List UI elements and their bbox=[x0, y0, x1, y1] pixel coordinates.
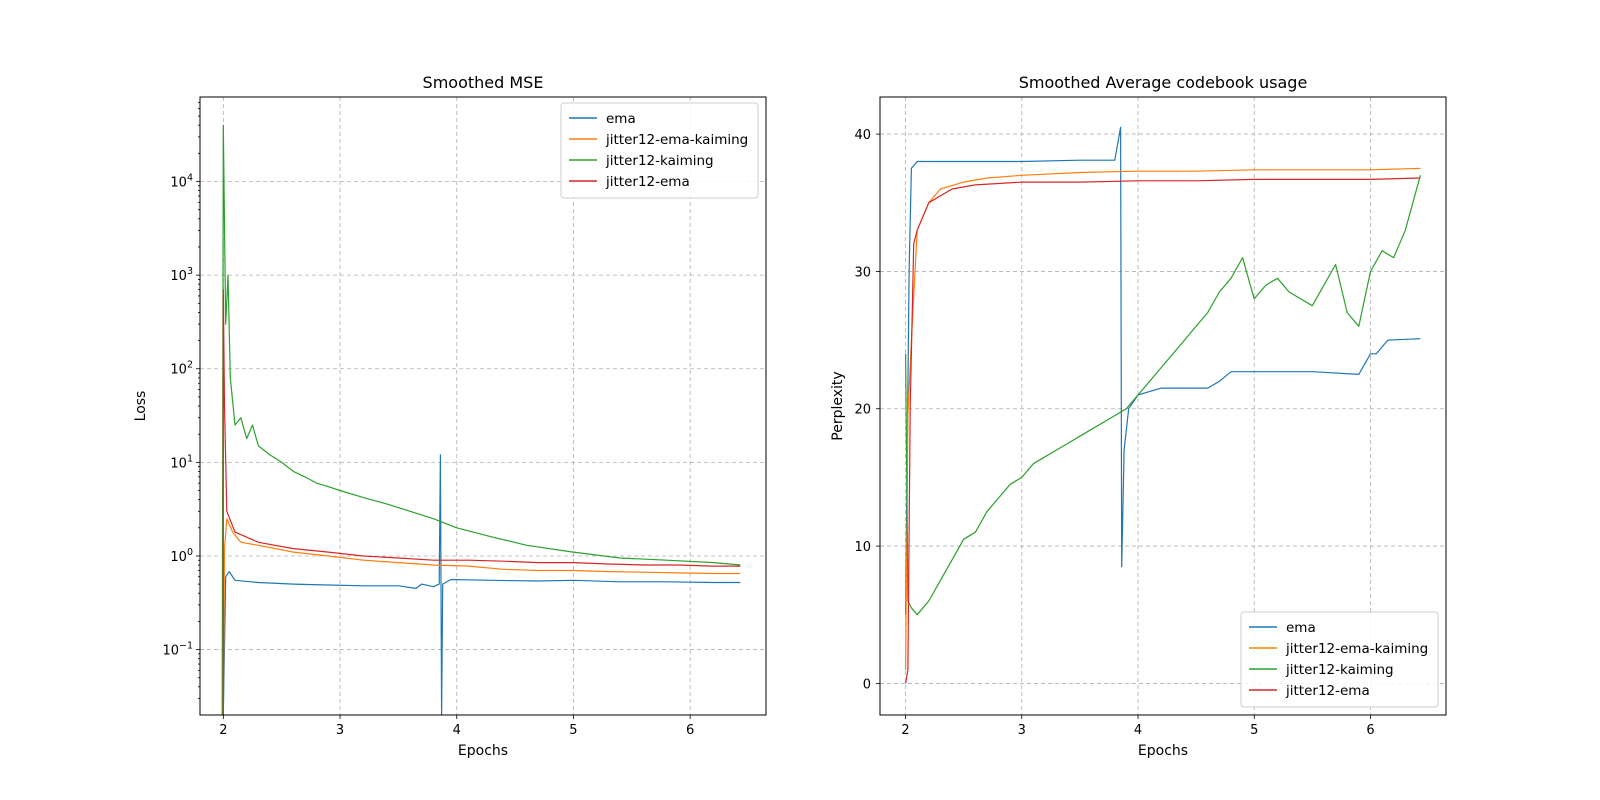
x-tick-label: 3 bbox=[1018, 723, 1026, 738]
y-tick-exponent: 3 bbox=[187, 266, 193, 277]
legend-label: jitter12-ema bbox=[605, 174, 690, 190]
chart-title: Smoothed MSE bbox=[423, 73, 544, 92]
x-axis-label: Epochs bbox=[1138, 743, 1188, 759]
axes-frame bbox=[199, 96, 767, 716]
y-tick-label: 104 bbox=[170, 173, 193, 191]
y-tick-mantissa: 10 bbox=[170, 269, 187, 284]
x-tick-label: 5 bbox=[569, 723, 577, 738]
series-line-ema bbox=[222, 454, 741, 715]
legend-label: jitter12-ema bbox=[1285, 683, 1370, 699]
y-tick-exponent: −1 bbox=[179, 641, 193, 652]
series-group bbox=[905, 126, 1421, 684]
series-line-jitter12-ema bbox=[222, 289, 741, 715]
y-tick-label: 10−1 bbox=[162, 641, 193, 659]
legend-label: ema bbox=[606, 111, 636, 127]
y-tick-label: 20 bbox=[854, 403, 871, 418]
series-line-jitter12-ema-kaiming bbox=[222, 518, 741, 715]
y-tick-label: 100 bbox=[170, 547, 193, 565]
y-tick-label: 30 bbox=[854, 265, 871, 280]
legend-label: jitter12-ema-kaiming bbox=[1285, 641, 1428, 657]
x-tick-label: 4 bbox=[1134, 723, 1142, 738]
x-tick-label: 4 bbox=[453, 723, 461, 738]
x-tick-label: 2 bbox=[901, 723, 909, 738]
legend-label: ema bbox=[1286, 620, 1316, 636]
legend-box bbox=[1240, 611, 1439, 708]
series-group bbox=[221, 124, 741, 715]
y-axis-label: Perplexity bbox=[830, 371, 846, 440]
x-tick-label: 2 bbox=[219, 723, 227, 738]
y-axis-label: Loss bbox=[133, 391, 149, 422]
legend-label: jitter12-kaiming bbox=[605, 153, 714, 169]
y-tick-exponent: 2 bbox=[187, 360, 193, 371]
x-tick-label: 6 bbox=[1366, 723, 1374, 738]
y-tick-mantissa: 10 bbox=[170, 176, 187, 191]
y-tick-label: 101 bbox=[170, 453, 193, 471]
y-tick-exponent: 0 bbox=[187, 547, 193, 558]
legend-box bbox=[560, 102, 759, 199]
y-tick-mantissa: 10 bbox=[170, 550, 187, 565]
axes-frame bbox=[879, 96, 1447, 716]
legend: ema jitter12-ema-kaiming jitter12-kaiming j… bbox=[560, 102, 759, 199]
legend-label: jitter12-ema-kaiming bbox=[605, 132, 748, 148]
y-tick-label: 103 bbox=[170, 266, 193, 284]
series-line-jitter12-kaiming bbox=[221, 124, 741, 715]
y-tick-mantissa: 10 bbox=[162, 644, 179, 659]
x-axis-label: Epochs bbox=[458, 743, 508, 759]
y-tick-label: 40 bbox=[854, 128, 871, 143]
y-tick-mantissa: 10 bbox=[170, 456, 187, 471]
legend-label: jitter12-kaiming bbox=[1285, 662, 1394, 678]
y-tick-label: 102 bbox=[170, 360, 193, 378]
legend: ema jitter12-ema-kaiming jitter12-kaiming j… bbox=[1240, 611, 1439, 708]
y-tick-mantissa: 10 bbox=[170, 363, 187, 378]
chart-title: Smoothed Average codebook usage bbox=[1019, 73, 1308, 92]
y-tick-exponent: 4 bbox=[187, 173, 193, 184]
chart-panel-2: 2 3 4 5 6 0 10 20 30 40 Smoothed Average codebook … bbox=[830, 73, 1447, 759]
x-tick-label: 6 bbox=[686, 723, 694, 738]
y-tick-label: 10 bbox=[854, 540, 871, 555]
x-tick-label: 5 bbox=[1250, 723, 1258, 738]
x-tick-label: 3 bbox=[336, 723, 344, 738]
series-line-jitter12-ema bbox=[905, 177, 1421, 684]
y-tick-label: 0 bbox=[863, 677, 871, 692]
series-line-jitter12-kaiming bbox=[905, 175, 1421, 616]
y-tick-exponent: 1 bbox=[187, 453, 193, 464]
series-line-jitter12-ema-kaiming bbox=[905, 167, 1421, 670]
